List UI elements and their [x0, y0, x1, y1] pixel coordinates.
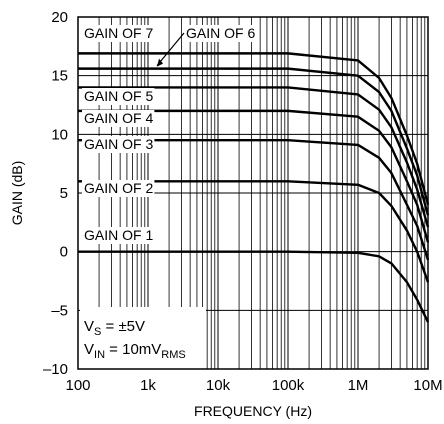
series-line-gain-of-4: [78, 109, 430, 243]
series-label-background: [82, 88, 155, 105]
y-tick-label: 10: [51, 126, 68, 143]
series-label-gain-of-4: GAIN OF 4: [84, 110, 153, 126]
gain-of-6-pointer: [156, 32, 185, 67]
y-tick-label: –5: [51, 302, 68, 319]
series-line-gain-of-1: [78, 250, 430, 323]
series-line-gain-of-3: [78, 139, 430, 261]
x-tick-label: 100: [65, 377, 90, 394]
x-tick-label: 10k: [206, 377, 231, 394]
series-line-gain-of-5: [78, 86, 430, 228]
x-tick-label: 1k: [140, 377, 156, 394]
x-tick-label: 1M: [348, 377, 369, 394]
x-tick-label: 100k: [272, 377, 305, 394]
input-voltage-label: VIN = 10mVRMS: [84, 341, 186, 361]
series-line-gain-of-7: [78, 52, 430, 206]
conditions-box-background: [80, 307, 206, 369]
series-labels: GAIN OF 1 GAIN OF 2 GAIN OF 3 GAIN OF 4 GAIN…: [82, 25, 257, 244]
y-tick-label: –10: [43, 361, 68, 378]
series-line-gain-of-6: [78, 67, 430, 216]
plot-frame: [77, 16, 429, 370]
gain-of-6-arrowhead: [157, 58, 163, 67]
series-label-background: [82, 25, 155, 42]
y-tick-label: 15: [51, 68, 68, 85]
y-tick-label: 0: [60, 244, 68, 261]
series-label-background: [82, 110, 155, 127]
tick-labels: 100 1k 10k 100k 1M 10M 20 15 10 5 0 –5 –10: [43, 9, 443, 394]
conditions-box: VS = ±5V VIN = 10mVRMS: [80, 307, 206, 369]
x-axis-title: FREQUENCY (Hz): [194, 403, 312, 419]
series-label-gain-of-7: GAIN OF 7: [84, 25, 153, 41]
x-tick-label: 10M: [413, 377, 442, 394]
series-label-gain-of-5: GAIN OF 5: [84, 88, 153, 104]
y-axis-title: GAIN (dB): [9, 161, 25, 226]
series-label-background: [82, 227, 155, 244]
series-label-gain-of-3: GAIN OF 3: [84, 136, 153, 152]
series-line-gain-of-2: [78, 180, 430, 283]
series-label-background: [82, 180, 155, 197]
series-label-gain-of-1: GAIN OF 1: [84, 227, 153, 243]
y-tick-label: 5: [60, 185, 68, 202]
series-label-background: [82, 136, 155, 153]
series-label-gain-of-2: GAIN OF 2: [84, 180, 153, 196]
series-label-gain-of-6: GAIN OF 6: [186, 25, 255, 41]
series-lines: [78, 52, 430, 323]
series-label-background: [184, 25, 257, 42]
y-tick-label: 20: [51, 9, 68, 26]
supply-voltage-label: VS = ±5V: [84, 318, 145, 338]
